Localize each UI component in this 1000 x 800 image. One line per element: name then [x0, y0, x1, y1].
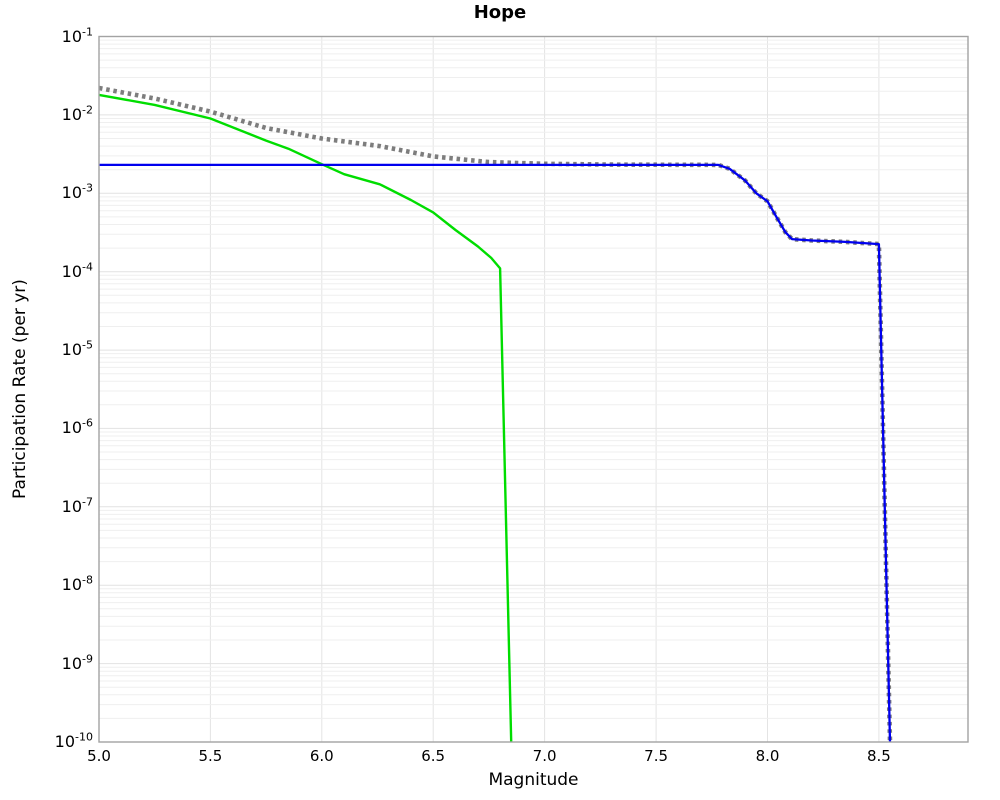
y-tick-label: 10-1 [61, 25, 93, 46]
y-tick-label: 10-4 [61, 260, 93, 281]
y-tick-label: 10-6 [61, 417, 93, 438]
y-tick-label: 10-10 [54, 730, 93, 751]
y-tick-label: 10-3 [61, 181, 93, 203]
y-tick-label: 10-8 [61, 573, 93, 595]
x-tick-label: 6.5 [421, 747, 446, 765]
gray-dotted-line [98, 85, 893, 743]
chart-title: Hope [473, 2, 527, 23]
y-tick-label: 10-5 [61, 338, 93, 360]
x-tick-label: 5.0 [87, 747, 111, 765]
x-tick-label: 7.0 [532, 747, 557, 765]
x-tick-label: 8.5 [866, 747, 891, 765]
plot-frame [98, 35, 969, 743]
x-axis-label: Magnitude [488, 770, 579, 790]
blue-solid-line [99, 163, 892, 743]
x-tick-label: 7.5 [644, 747, 669, 765]
y-tick-label: 10-2 [61, 103, 93, 124]
x-tick-label: 5.5 [198, 747, 223, 765]
green-solid-line [98, 93, 513, 743]
y-tick-label: 10-9 [61, 652, 93, 673]
x-tick-label: 8.0 [755, 747, 780, 765]
x-tick-label: 6.0 [309, 747, 334, 765]
y-tick-label: 10-7 [61, 495, 93, 516]
